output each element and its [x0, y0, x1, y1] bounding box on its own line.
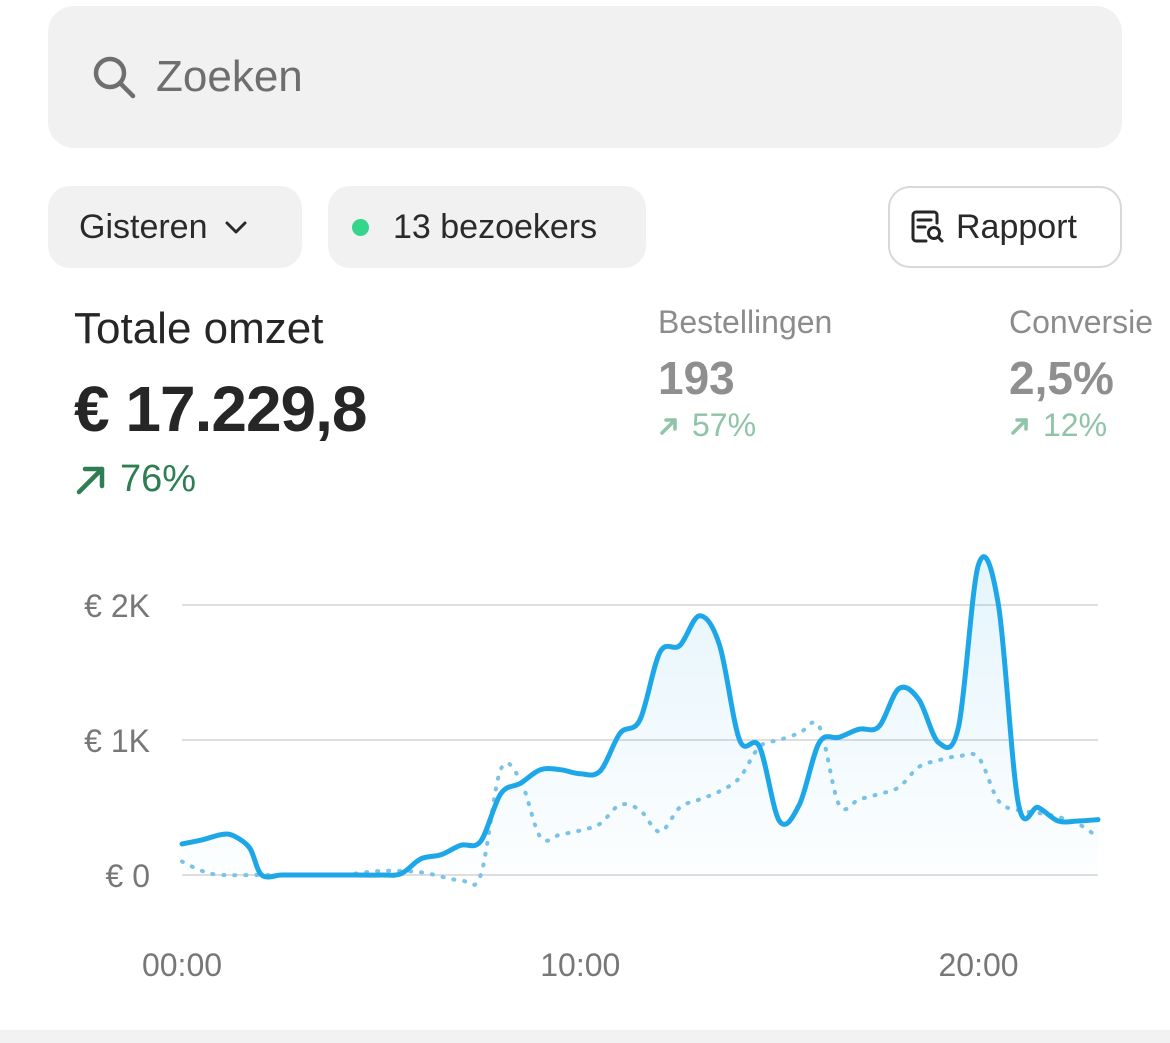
orders-label: Bestellingen [658, 304, 833, 340]
revenue-label: Totale omzet [74, 304, 324, 353]
conversion-label: Conversie [1009, 304, 1154, 340]
bottom-divider [0, 1030, 1170, 1043]
conversion-value: 2,5% [1009, 352, 1114, 404]
date-filter-dropdown[interactable]: Gisteren [48, 186, 302, 268]
report-icon [911, 210, 944, 243]
report-button[interactable]: Rapport [888, 186, 1122, 268]
report-label: Rapport [956, 207, 1077, 246]
search-icon [93, 56, 136, 99]
conversion-delta: 12% [1009, 407, 1153, 444]
live-visitors-chip[interactable]: 13 bezoekers [328, 186, 646, 268]
revenue-delta: 76% [74, 458, 196, 501]
y-tick-label: € 0 [106, 858, 150, 894]
orders-delta: 57% [658, 407, 832, 444]
revenue-chart[interactable]: € 0 € 1K € 2K 00:00 10:00 20:00 [0, 520, 1170, 990]
orders-delta-value: 57% [692, 407, 757, 443]
live-status-dot [352, 218, 369, 236]
conversion-kpi[interactable]: Conversie 2,5% 12% [1009, 304, 1153, 444]
search-placeholder: Zoeken [156, 52, 303, 101]
y-tick-label: € 2K [84, 588, 150, 624]
arrow-up-right-icon [1011, 417, 1028, 435]
orders-kpi[interactable]: Bestellingen 193 57% [658, 304, 832, 444]
x-tick-label: 20:00 [938, 947, 1018, 983]
conversion-delta-value: 12% [1043, 407, 1108, 443]
arrow-up-right-icon [76, 466, 105, 494]
x-tick-label: 00:00 [142, 947, 222, 983]
y-tick-label: € 1K [84, 723, 150, 759]
date-filter-label: Gisteren [79, 207, 208, 246]
search-input[interactable]: Zoeken [48, 6, 1122, 148]
arrow-up-right-icon [660, 417, 677, 435]
revenue-series-area [182, 556, 1098, 877]
chevron-down-icon [225, 221, 246, 234]
revenue-delta-value: 76% [120, 458, 197, 500]
revenue-series-line [179, 554, 1101, 880]
visitors-label: 13 bezoekers [393, 207, 598, 246]
revenue-value: € 17.229,8 [74, 373, 367, 445]
x-tick-label: 10:00 [540, 947, 620, 983]
orders-value: 193 [658, 352, 735, 404]
